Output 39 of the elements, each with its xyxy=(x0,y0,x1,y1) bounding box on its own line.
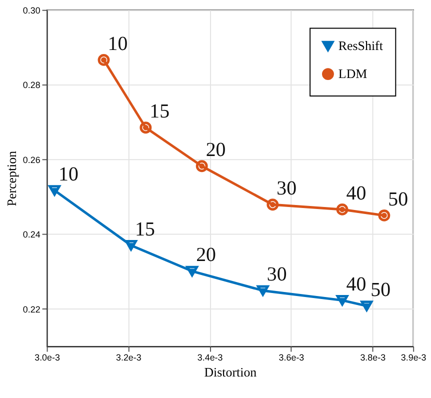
legend-label: LDM xyxy=(338,66,368,82)
point xyxy=(48,185,60,196)
point xyxy=(186,266,198,276)
point xyxy=(266,198,279,211)
point xyxy=(336,294,348,306)
annotation: 50 xyxy=(370,278,391,301)
point xyxy=(336,204,348,216)
x-tick-label: 3.0e-3 xyxy=(34,352,60,363)
x-axis-title: Distortion xyxy=(204,364,258,380)
annotation: 10 xyxy=(108,32,128,55)
y-tick-label: 0.30 xyxy=(22,5,40,16)
point xyxy=(256,285,269,296)
annotation: 20 xyxy=(206,139,226,162)
x-tick-label: 3.4e-3 xyxy=(197,352,223,363)
annotation: 15 xyxy=(135,218,155,240)
point xyxy=(360,300,373,312)
annotation: 30 xyxy=(266,264,287,286)
annotation: 15 xyxy=(150,100,170,123)
y-tick-label: 0.26 xyxy=(22,154,40,165)
point xyxy=(196,160,208,172)
legend-label: ResShift xyxy=(338,38,384,54)
x-tick-label: 3.2e-3 xyxy=(116,352,142,363)
annotation: 50 xyxy=(388,188,408,210)
annotation: 10 xyxy=(58,163,78,186)
point xyxy=(98,54,110,66)
y-axis-title: Perception xyxy=(4,150,19,206)
annotation: 30 xyxy=(276,178,297,200)
point xyxy=(140,122,152,134)
point xyxy=(125,240,137,251)
y-tick-label: 0.22 xyxy=(22,304,40,314)
point xyxy=(378,209,390,222)
x-tick-label: 3.9e-3 xyxy=(400,352,426,363)
y-tick-label: 0.24 xyxy=(22,230,40,240)
annotation: 40 xyxy=(346,273,366,296)
annotation: 20 xyxy=(196,244,216,266)
x-tick-label: 3.6e-3 xyxy=(278,352,304,363)
y-tick-label: 0.28 xyxy=(22,80,40,90)
x-tick-label: 3.8e-3 xyxy=(360,352,386,363)
annotation: 40 xyxy=(346,182,366,205)
